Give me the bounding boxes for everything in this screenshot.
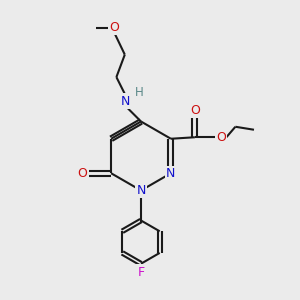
Text: O: O	[190, 104, 200, 117]
Text: N: N	[136, 184, 146, 197]
Text: O: O	[78, 167, 88, 180]
Text: O: O	[216, 131, 226, 144]
Text: N: N	[121, 94, 130, 108]
Text: H: H	[135, 85, 144, 99]
Text: F: F	[137, 266, 145, 279]
Text: N: N	[166, 167, 176, 180]
Text: O: O	[110, 21, 119, 34]
